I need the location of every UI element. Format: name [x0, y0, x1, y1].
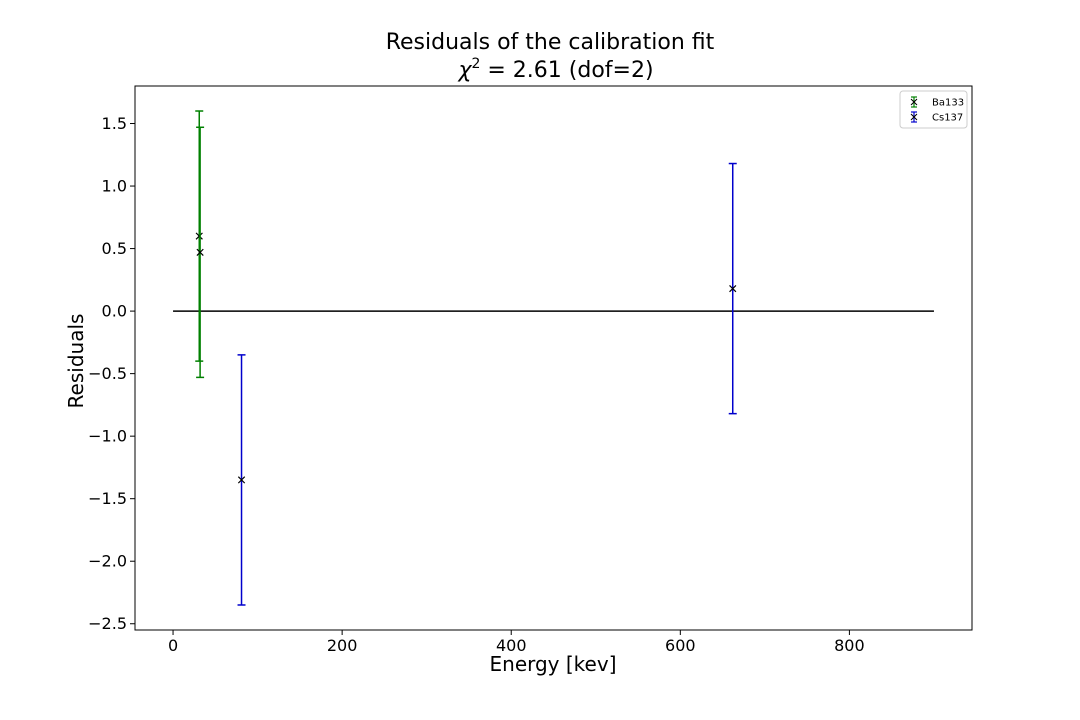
y-tick-label-4: −0.5: [88, 364, 127, 383]
x-tick-label-0: 0: [168, 636, 178, 655]
y-axis-label: Residuals: [64, 314, 88, 409]
legend-marker-ba133: [910, 98, 918, 106]
plot-area: [173, 110, 934, 606]
x-tick-label-600: 600: [665, 636, 696, 655]
data-point-ba133-1: [196, 248, 204, 256]
chart-title: Residuals of the calibration fit: [386, 30, 715, 55]
chi-value: = 2.61 (dof=2): [480, 58, 653, 83]
legend: Ba133 Cs137: [899, 90, 968, 129]
x-tick-label-400: 400: [496, 636, 527, 655]
legend-label-cs137: Cs137: [932, 113, 963, 124]
y-tick-label-5: 0.0: [102, 302, 127, 321]
chart-subtitle: χ2 = 2.61 (dof=2): [457, 56, 653, 83]
y-tick-label-0: −2.5: [88, 614, 127, 633]
axes: 0 200 400 600 800 −2.5 −2.0 −1.5 −1.0 −0.5 0.0 0.5 1…: [88, 85, 973, 655]
data-point-cs137-1: [729, 284, 737, 293]
chi-symbol: χ: [457, 58, 472, 83]
x-tick-label-200: 200: [327, 636, 358, 655]
plot-frame: [134, 85, 973, 631]
x-tick-label-800: 800: [834, 636, 865, 655]
y-tick-label-7: 1.0: [102, 177, 127, 196]
data-point-ba133-0: [195, 232, 203, 240]
x-axis-label: Energy [kev]: [490, 652, 617, 676]
legend-box: [899, 90, 968, 129]
legend-label-ba133: Ba133: [932, 98, 964, 109]
y-tick-label-2: −1.5: [88, 489, 127, 508]
y-tick-label-6: 0.5: [102, 239, 127, 258]
data-point-cs137-0: [237, 476, 246, 484]
chi-exponent: 2: [471, 56, 480, 72]
legend-marker-cs137: [910, 113, 918, 121]
y-tick-label-1: −2.0: [88, 552, 127, 571]
y-tick-label-3: −1.0: [88, 427, 127, 446]
y-tick-label-8: 1.5: [102, 114, 127, 133]
